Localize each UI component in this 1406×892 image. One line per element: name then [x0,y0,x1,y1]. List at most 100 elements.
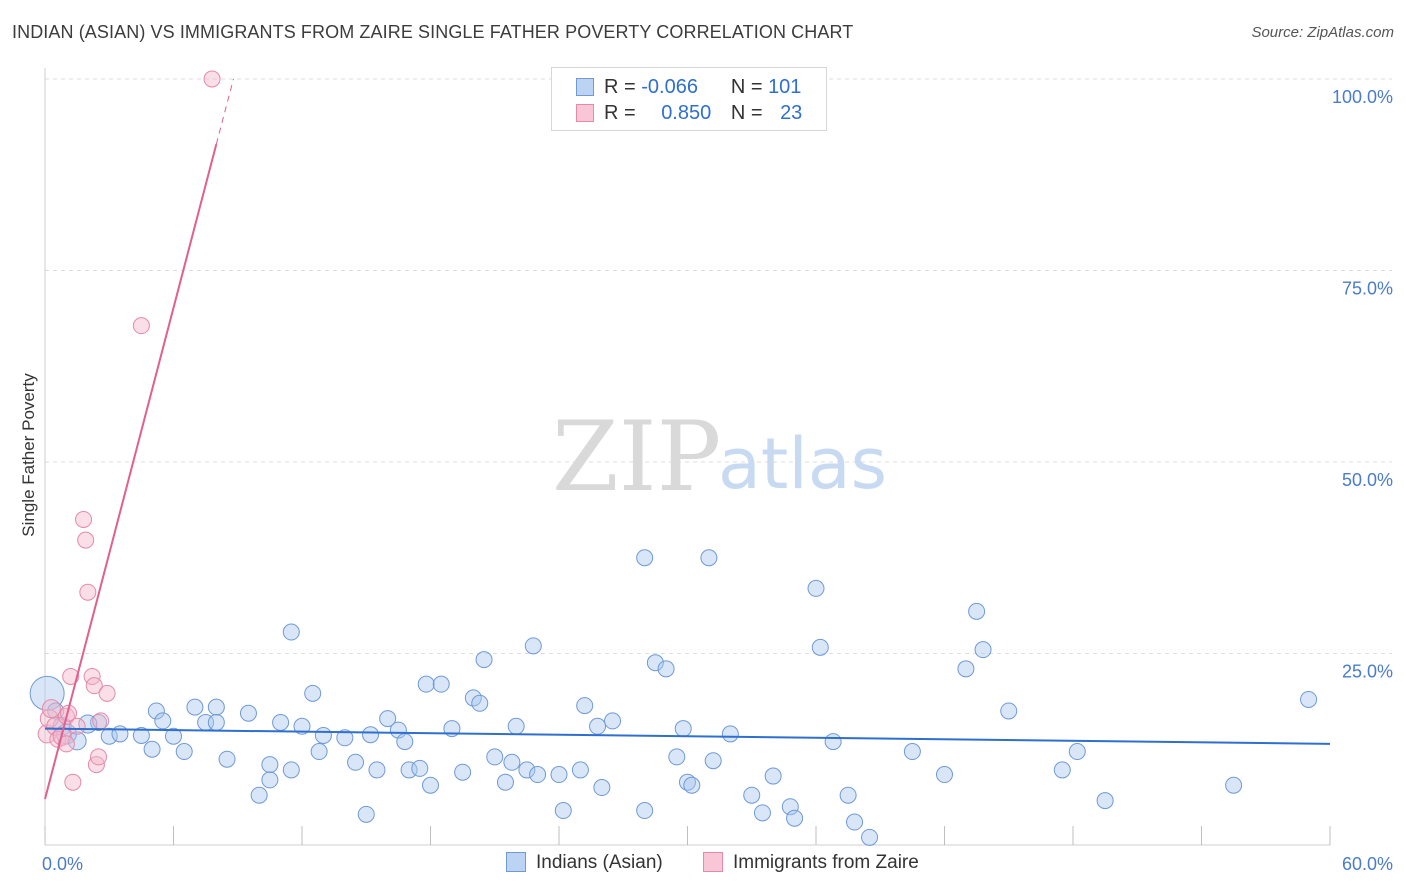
data-point-indians [550,766,568,784]
data-point-indians [186,698,204,716]
data-point-zaire [41,699,61,719]
y-tick-label: 100.0% [1332,87,1393,107]
data-point-indians [811,638,829,656]
data-point-indians [1053,761,1071,779]
legend-r-value: 0.850 [661,102,712,124]
legend-n-value: 23 [780,102,803,124]
data-point-indians [347,753,365,771]
data-point-indians [132,726,150,744]
data-point-zaire [92,712,110,730]
data-point-indians [239,704,257,722]
data-point-indians [111,725,129,743]
data-point-zaire [68,717,86,735]
data-point-indians [1068,743,1086,761]
bottom-legend-label: Indians (Asian) [536,852,663,873]
data-point-indians [357,805,375,823]
data-point-indians [175,743,193,761]
data-point-indians [261,756,279,774]
data-point-indians [336,729,354,747]
data-point-indians [304,684,322,702]
data-point-indians [529,766,547,784]
data-point-indians [743,786,761,804]
data-point-indians [657,660,675,678]
legend-row-indians: R = -0.066 N = 101 [576,76,801,99]
data-point-zaire [64,773,82,791]
data-point-indians [571,761,589,779]
data-point-indians [282,761,300,779]
data-point-indians [507,717,525,735]
data-point-indians [100,727,118,745]
data-point-indians [454,763,472,781]
data-point-indians [272,713,290,731]
legend-row-zaire: R = 0.850 N = 23 [576,102,802,125]
data-point-indians [683,776,701,794]
data-point-zaire [85,677,103,695]
data-point-indians [207,713,225,731]
data-point-indians [721,725,739,743]
x-tick-labels: 0.0% 60.0% [42,854,1393,874]
series-immigrants-from-zaire [37,70,221,791]
y-axis-title: Single Father Poverty [19,373,38,537]
data-point-indians [1096,792,1114,810]
data-point-indians [903,743,921,761]
data-point-indians [636,802,654,820]
data-point-indians [314,726,332,744]
data-point-indians [496,773,514,791]
data-point-indians [668,748,686,766]
data-point-indians [417,675,435,693]
data-point-indians [379,710,397,728]
data-point-indians [165,727,182,745]
data-point-indians [936,766,953,784]
data-point-indians [293,717,311,735]
data-point-zaire [90,748,108,766]
x-tick-label: 0.0% [42,854,83,874]
gridlines [45,78,1392,654]
y-tick-label: 75.0% [1342,279,1393,299]
data-point-indians [674,720,692,738]
data-point-indians [1000,702,1018,720]
chart-title: INDIAN (ASIAN) VS IMMIGRANTS FROM ZAIRE … [12,22,854,42]
data-point-indians [524,637,542,655]
data-point-indians [362,726,380,744]
data-point-indians [147,702,165,720]
data-point-indians [67,731,87,751]
data-point-zaire [77,531,95,549]
data-point-indians [518,761,536,779]
legend-n-value: 101 [768,76,802,98]
data-point-zaire [132,317,150,335]
data-point-indians [764,767,782,785]
data-point-indians [604,712,622,730]
legend-r-value: -0.066 [641,76,698,98]
watermark-atlas: atlas [718,423,887,505]
source-label: Source: ZipAtlas.com [1251,24,1394,41]
data-point-indians [839,786,857,804]
data-point-indians [589,717,607,735]
data-point-indians [471,694,489,712]
legend-r-label: R = [604,76,636,98]
data-point-indians [753,804,771,822]
data-point-indians [396,733,414,751]
stats-legend: R = -0.066 N = 101 R = 0.850 N = 23 [551,67,827,131]
axes [44,68,1331,846]
data-point-indians [154,712,172,730]
x-tick-label: 60.0% [1342,854,1393,874]
y-tick-label: 50.0% [1342,470,1393,490]
data-point-zaire [203,70,221,88]
trend-line-indians [44,727,1331,745]
legend-n-label: N = [730,76,763,98]
data-point-indians [400,761,418,779]
data-point-indians [1225,776,1243,794]
legend-r-label: R = [604,102,636,124]
data-point-indians [957,660,975,678]
data-point-indians [593,779,611,797]
data-point-indians [261,771,279,789]
data-point-indians [968,602,986,620]
data-point-indians [554,802,572,820]
data-point-indians [422,776,439,794]
y-tick-labels: 25.0% 50.0% 75.0% 100.0% [1332,87,1393,682]
legend-n-label: N = [730,102,763,124]
bottom-legend-swatch-blue [506,852,526,872]
y-tick-label: 25.0% [1342,662,1393,682]
trend-lines [44,78,1331,800]
data-point-indians [786,809,804,827]
